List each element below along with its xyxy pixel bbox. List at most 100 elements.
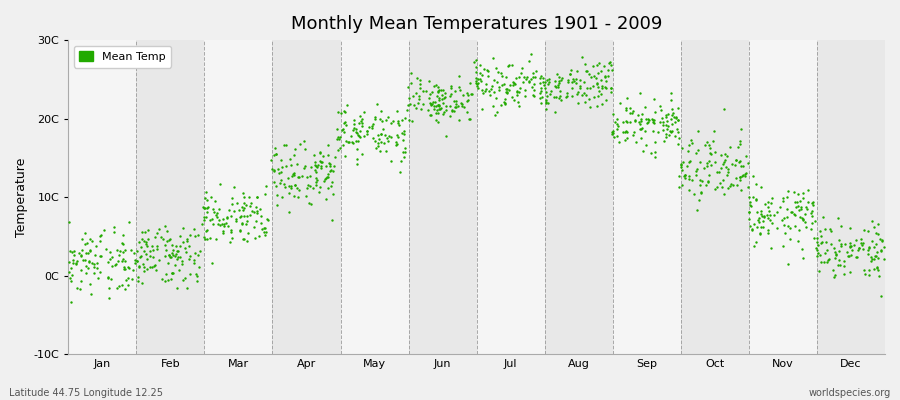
- Point: [65, 272, 79, 278]
- Point: [767, 212, 781, 219]
- Point: [210, 236, 224, 243]
- Point: [447, 108, 462, 114]
- Point: [236, 236, 250, 242]
- Point: [867, 224, 881, 230]
- Point: [395, 130, 410, 136]
- Point: [595, 83, 609, 89]
- Point: [734, 158, 748, 164]
- Point: [685, 140, 699, 146]
- Point: [524, 76, 538, 82]
- Point: [484, 83, 499, 89]
- Point: [604, 88, 618, 95]
- Point: [850, 254, 864, 260]
- Point: [663, 128, 678, 134]
- Point: [625, 109, 639, 116]
- Point: [523, 50, 537, 57]
- Point: [789, 199, 804, 206]
- Point: [796, 216, 810, 223]
- Point: [832, 214, 846, 221]
- Point: [590, 62, 605, 68]
- Point: [286, 192, 301, 199]
- Point: [278, 163, 293, 169]
- Point: [312, 158, 327, 164]
- Point: [475, 90, 490, 96]
- Point: [132, 264, 147, 270]
- Point: [814, 240, 828, 246]
- Point: [383, 120, 398, 126]
- Point: [107, 262, 122, 268]
- Point: [225, 235, 239, 241]
- Point: [321, 152, 336, 158]
- Point: [670, 104, 685, 111]
- Point: [483, 92, 498, 98]
- Point: [542, 79, 556, 86]
- Point: [299, 192, 313, 199]
- Point: [204, 194, 219, 200]
- Point: [494, 82, 508, 88]
- Point: [333, 134, 347, 140]
- Point: [235, 204, 249, 210]
- Point: [346, 139, 360, 145]
- Point: [128, 256, 142, 263]
- Point: [110, 246, 124, 253]
- Point: [360, 128, 374, 134]
- Point: [463, 116, 477, 122]
- Point: [141, 236, 156, 242]
- Point: [682, 187, 697, 194]
- Point: [619, 128, 634, 134]
- Point: [745, 226, 760, 233]
- Point: [247, 209, 261, 215]
- Point: [662, 131, 677, 138]
- Point: [146, 254, 160, 260]
- Point: [526, 70, 540, 76]
- Point: [302, 200, 317, 206]
- Point: [356, 108, 371, 115]
- Point: [659, 122, 673, 128]
- Point: [101, 274, 115, 281]
- Point: [669, 114, 683, 120]
- Point: [757, 213, 771, 220]
- Point: [320, 142, 335, 148]
- Point: [652, 118, 667, 125]
- Point: [682, 158, 697, 164]
- Point: [511, 98, 526, 105]
- Point: [145, 243, 159, 250]
- Point: [704, 162, 718, 168]
- Point: [106, 228, 121, 235]
- Point: [787, 211, 801, 217]
- Point: [634, 116, 648, 122]
- Point: [454, 100, 469, 106]
- Point: [654, 107, 669, 113]
- Point: [452, 84, 466, 90]
- Point: [824, 226, 838, 232]
- Point: [173, 232, 187, 239]
- Point: [810, 235, 824, 242]
- Point: [725, 182, 740, 188]
- Point: [130, 248, 144, 254]
- Point: [284, 173, 299, 180]
- Point: [626, 108, 640, 114]
- Point: [165, 270, 179, 276]
- Point: [212, 206, 227, 212]
- Point: [487, 77, 501, 84]
- Point: [522, 79, 536, 85]
- Point: [286, 172, 301, 179]
- Point: [805, 210, 819, 216]
- Point: [609, 116, 624, 122]
- Point: [462, 115, 476, 122]
- Point: [788, 212, 803, 218]
- Point: [746, 194, 760, 200]
- Point: [432, 87, 446, 94]
- Point: [841, 253, 855, 259]
- Point: [269, 151, 284, 157]
- Point: [232, 214, 247, 220]
- Point: [604, 62, 618, 68]
- Point: [774, 217, 788, 224]
- Point: [391, 117, 405, 124]
- Point: [820, 258, 834, 265]
- Point: [869, 252, 884, 259]
- Point: [678, 171, 692, 178]
- Point: [423, 100, 437, 107]
- Point: [379, 148, 393, 154]
- Point: [735, 173, 750, 180]
